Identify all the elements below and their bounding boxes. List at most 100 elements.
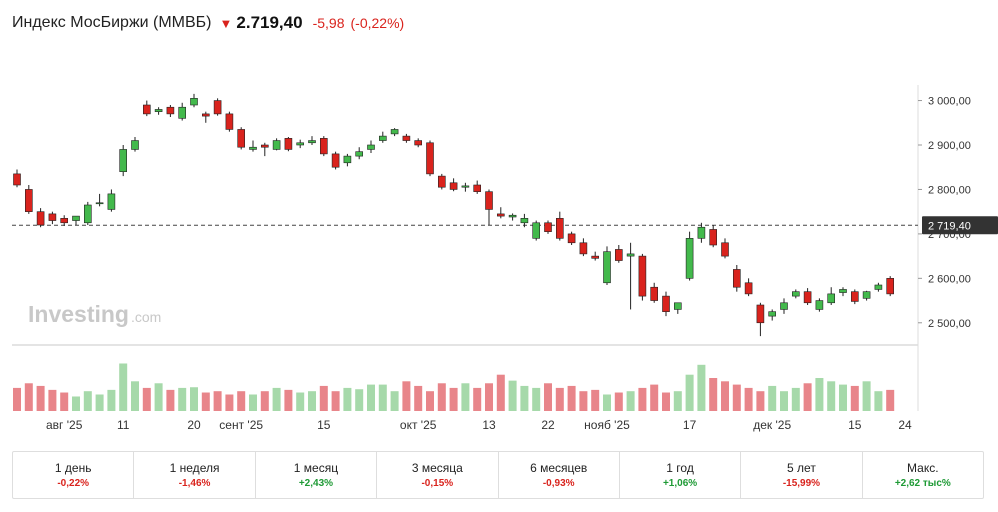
volume-bar bbox=[72, 396, 80, 411]
volume-bar bbox=[555, 387, 564, 411]
current-price-label: 2 719,40 bbox=[928, 220, 971, 232]
candle-body bbox=[437, 175, 446, 188]
volume-bar bbox=[237, 391, 246, 411]
volume-bar bbox=[319, 385, 328, 411]
volume-bar bbox=[131, 381, 139, 411]
period-label: 3 месяца bbox=[411, 461, 463, 475]
volume-bar bbox=[142, 387, 151, 411]
candle-body bbox=[154, 109, 163, 112]
candle-body bbox=[496, 213, 505, 217]
candle-body bbox=[178, 106, 186, 119]
period-1-month[interactable]: 1 месяц +2,43% bbox=[256, 452, 378, 498]
volume-bar bbox=[791, 387, 800, 411]
volume-bar bbox=[201, 392, 210, 411]
volume-bar bbox=[532, 387, 541, 411]
y-tick-label: 2 500,00 bbox=[928, 318, 971, 330]
volume-bar bbox=[756, 391, 765, 411]
volume-bar bbox=[24, 383, 33, 411]
x-tick-label: 20 bbox=[187, 418, 201, 432]
candle-body bbox=[402, 135, 411, 141]
period-1-day[interactable]: 1 день -0,22% bbox=[13, 452, 135, 498]
candlestick-chart[interactable]: 2 500,002 600,002 700,002 800,002 900,00… bbox=[0, 0, 998, 440]
candle-body bbox=[36, 211, 45, 226]
period-5-years[interactable]: 5 лет -15,99% bbox=[741, 452, 863, 498]
candle-body bbox=[284, 138, 293, 150]
volume-bar bbox=[839, 384, 847, 411]
period-value: +2,43% bbox=[298, 478, 334, 489]
volume-bar bbox=[520, 385, 529, 411]
candle-body bbox=[72, 215, 80, 221]
volume-bar bbox=[414, 385, 423, 411]
candle-body bbox=[296, 142, 305, 146]
volume-bar bbox=[485, 383, 493, 411]
candle-body bbox=[449, 182, 458, 190]
candle-body bbox=[84, 204, 92, 224]
chart-header: Индекс МосБиржи (MMBБ) ▼ 2.719,40 -5,98 … bbox=[12, 11, 404, 35]
volume-bar bbox=[378, 384, 387, 411]
volume-bar bbox=[36, 385, 45, 411]
y-tick-label: 3 000,00 bbox=[928, 96, 971, 108]
volume-bar bbox=[780, 391, 788, 411]
period-value: +1,06% bbox=[662, 478, 698, 489]
candle-body bbox=[839, 289, 847, 293]
candle-body bbox=[107, 193, 116, 210]
period-label: Макс. bbox=[907, 461, 939, 475]
volume-bar bbox=[13, 387, 21, 411]
x-tick-label: 13 bbox=[482, 418, 496, 432]
volume-bar bbox=[685, 374, 694, 411]
volume-bar bbox=[119, 363, 128, 411]
volume-bar bbox=[614, 392, 623, 411]
volume-bar bbox=[166, 389, 175, 411]
candle-body bbox=[390, 129, 399, 135]
period-label: 1 месяц bbox=[293, 461, 339, 475]
candle-body bbox=[827, 293, 836, 304]
candle-body bbox=[426, 142, 434, 175]
volume-bar bbox=[744, 387, 753, 411]
x-tick-label: 22 bbox=[541, 418, 555, 432]
candle-body bbox=[638, 255, 647, 297]
candle-body bbox=[780, 302, 788, 310]
period-value: -15,99% bbox=[782, 478, 821, 489]
volume-bar bbox=[697, 364, 706, 411]
volume-bar bbox=[107, 389, 116, 411]
candle-body bbox=[744, 282, 753, 295]
period-6-months[interactable]: 6 месяцев -0,93% bbox=[499, 452, 620, 498]
period-label: 1 неделя bbox=[169, 461, 220, 475]
volume-bar bbox=[874, 391, 883, 411]
volume-bar bbox=[768, 385, 777, 411]
candle-body bbox=[166, 106, 175, 115]
volume-bar bbox=[638, 387, 647, 411]
volume-bar bbox=[190, 387, 198, 411]
candle-body bbox=[237, 129, 245, 148]
candle-body bbox=[319, 138, 328, 155]
candle-body bbox=[473, 184, 482, 192]
volume-bar bbox=[732, 384, 741, 411]
period-1-week[interactable]: 1 неделя -1,46% bbox=[134, 452, 256, 498]
volume-bar bbox=[95, 394, 104, 411]
x-tick-label: дек '25 bbox=[753, 418, 791, 432]
volume-bar bbox=[496, 374, 505, 411]
volume-bar bbox=[603, 394, 611, 411]
volume-bar bbox=[48, 389, 57, 411]
volume-bar bbox=[650, 384, 659, 411]
candle-body bbox=[202, 113, 210, 117]
volume-bar bbox=[886, 389, 895, 411]
candle-body bbox=[520, 218, 529, 224]
candle-body bbox=[709, 229, 718, 246]
candle-body bbox=[697, 226, 706, 239]
down-arrow-icon: ▼ bbox=[219, 15, 233, 31]
candle-body bbox=[95, 202, 104, 205]
volume-bar bbox=[249, 394, 257, 411]
candle-body bbox=[378, 135, 387, 141]
period-max[interactable]: Макс. +2,62 тыс% bbox=[863, 452, 983, 498]
y-tick-label: 2 800,00 bbox=[928, 184, 971, 196]
period-1-year[interactable]: 1 год +1,06% bbox=[620, 452, 742, 498]
period-value: -1,46% bbox=[178, 478, 211, 489]
period-3-months[interactable]: 3 месяца -0,15% bbox=[377, 452, 499, 498]
volume-bar bbox=[154, 383, 163, 411]
volume-bar bbox=[626, 391, 635, 411]
volume-bar bbox=[544, 383, 552, 411]
volume-bar bbox=[850, 385, 859, 411]
candle-body bbox=[614, 249, 623, 261]
candle-body bbox=[143, 104, 151, 115]
